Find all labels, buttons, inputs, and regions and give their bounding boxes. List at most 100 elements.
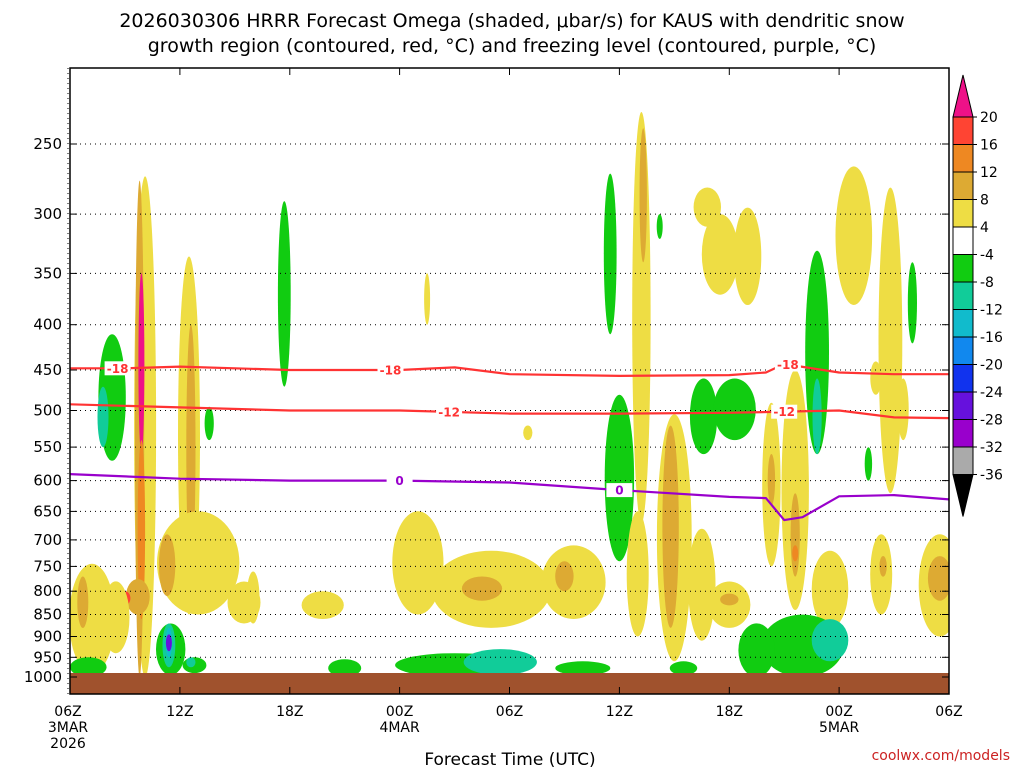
x-axis-label: Forecast Time (UTC): [424, 750, 595, 768]
contour-label-bg: [386, 473, 413, 488]
y-tick-label-400: 400: [33, 316, 62, 334]
colorbar-label: 4: [980, 220, 989, 236]
contour-line-dgz-minus-18: [70, 362, 949, 377]
y-tick-label-550: 550: [33, 438, 62, 456]
colorbar-top-arrow: [952, 74, 974, 118]
omega-shaded-region: [812, 378, 822, 455]
omega-shaded-region: [157, 511, 240, 615]
colorbar-segment: [952, 446, 974, 475]
omega-shaded-region: [689, 378, 718, 455]
colorbar-label: -32: [980, 440, 1003, 456]
y-tick-label-500: 500: [33, 402, 62, 420]
omega-shaded-region: [767, 454, 776, 506]
omega-shaded-region: [125, 579, 150, 615]
colorbar-segment: [952, 364, 974, 393]
colorbar-label: -36: [980, 468, 1003, 484]
contour-label-dgz-minus-12: -12: [438, 405, 460, 419]
omega-shaded-region: [811, 619, 849, 662]
omega-shaded-region: [138, 273, 145, 455]
omega-shaded-region: [864, 447, 873, 481]
colorbar-label: -24: [980, 385, 1003, 401]
colorbar-label: -16: [980, 330, 1003, 346]
y-tick-label-600: 600: [33, 472, 62, 490]
contour-label-freezing-level: 0: [395, 474, 403, 488]
x-tick-label: 18Z: [716, 704, 743, 720]
omega-shaded-region: [158, 534, 176, 596]
omega-shaded-region: [410, 534, 426, 592]
omega-shaded-region: [70, 657, 107, 677]
omega-shaded-region: [805, 250, 829, 455]
y-tick-label-750: 750: [33, 557, 62, 575]
omega-shaded-region: [879, 556, 887, 577]
omega-shaded-region: [204, 406, 214, 441]
omega-shaded-region: [626, 511, 649, 637]
contour-label-bg: [377, 363, 404, 377]
contour-label-bg: [104, 361, 131, 376]
omega-shaded-region: [897, 378, 909, 441]
colorbar: 20 16 12 8 4 -4 -8 -12 -16 -20 -24 -28 -32 -36: [952, 74, 1003, 517]
x-tick-label: 3MAR: [48, 720, 89, 736]
y-tick-label-850: 850: [33, 606, 62, 624]
x-tick-label: 00Z: [386, 704, 413, 720]
omega-shaded-region: [701, 214, 739, 295]
omega-shaded-region: [639, 128, 647, 263]
omega-shaded-region: [461, 576, 503, 601]
omega-shaded-region: [463, 649, 537, 676]
omega-shaded-region: [907, 262, 918, 344]
colorbar-label: -8: [980, 275, 994, 291]
colorbar-segment: [952, 281, 974, 310]
omega-shaded-region: [555, 661, 611, 676]
omega-shaded-region: [541, 545, 606, 619]
omega-shaded-region: [555, 561, 574, 592]
omega-shaded-region: [227, 581, 261, 624]
plot-area: -18 -18 -18 -12 -12 0 0: [70, 0, 949, 694]
x-tick-label: 06Z: [935, 704, 962, 720]
omega-shaded-region: [781, 370, 809, 610]
y-tick-label-350: 350: [33, 264, 62, 282]
contour-label-bg: [606, 483, 633, 498]
omega-shaded-region: [738, 623, 775, 677]
omega-shaded-region: [165, 634, 172, 652]
colorbar-label: 8: [980, 193, 989, 209]
colorbar-label: -28: [980, 413, 1003, 429]
colorbar-label: 20: [980, 110, 998, 126]
y-tick-label-300: 300: [33, 205, 62, 223]
colorbar-segment: [952, 171, 974, 200]
contour-line-freezing-level: [70, 473, 949, 522]
omega-shaded-region: [604, 394, 635, 562]
omega-shaded-region: [301, 591, 344, 619]
omega-shaded-region: [811, 550, 849, 628]
omega-shaded-region: [662, 425, 679, 628]
colorbar-segment: [952, 309, 974, 338]
colorbar-bottom-arrow: [952, 474, 974, 517]
colorbar-segment: [952, 336, 974, 365]
colorbar-segment: [952, 116, 974, 145]
y-tick-label-450: 450: [33, 361, 62, 379]
y-tick-label-950: 950: [33, 648, 62, 666]
x-tick-label: 4MAR: [379, 720, 420, 736]
omega-shaded-region: [186, 657, 196, 668]
contour-label-dgz-minus-12: -12: [773, 405, 795, 419]
omega-shaded-region: [77, 576, 89, 628]
omega-shaded-region: [523, 425, 533, 441]
y-tick-label-800: 800: [33, 582, 62, 600]
omega-shaded-region: [137, 440, 146, 620]
y-tick-label-1000: 1000: [24, 668, 62, 686]
x-tick-label: 2026: [50, 736, 86, 752]
x-tick-label: 06Z: [54, 704, 81, 720]
chart-title-line-2: growth region (contoured, red, °C) and f…: [148, 35, 877, 57]
colorbar-label: -20: [980, 358, 1003, 374]
omega-shaded-region: [153, 0, 159, 7]
credit-text: coolwx.com/models: [872, 748, 1010, 764]
contour-layer: -18 -18 -18 -12 -12 0 0: [70, 357, 949, 522]
omega-shaded-region: [870, 361, 882, 395]
colorbar-segment: [952, 254, 974, 283]
contour-label-freezing-level: 0: [615, 484, 623, 498]
contour-label-dgz-minus-18: -18: [107, 362, 129, 376]
omega-shaded-region: [693, 187, 721, 227]
omega-shaded-region: [97, 386, 109, 448]
colorbar-label: 16: [980, 138, 998, 154]
omega-shaded-region: [656, 214, 663, 239]
